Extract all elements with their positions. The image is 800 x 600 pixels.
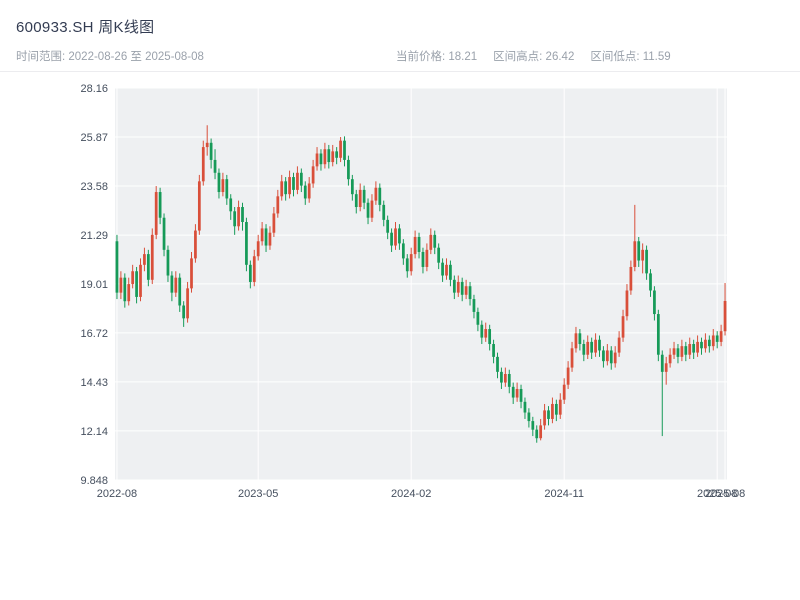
x-tick-label: 2023-05 <box>238 488 278 500</box>
x-tick-label: 2022-08 <box>97 488 137 500</box>
y-tick-label: 23.58 <box>80 181 108 193</box>
candles-group <box>115 125 727 443</box>
y-tick-label: 14.43 <box>80 377 108 389</box>
page-title: 600933.SH 周K线图 <box>16 19 155 36</box>
x-tick-label: 2025-08 <box>705 488 745 500</box>
header-divider <box>0 71 800 72</box>
x-tick-label: 2025-08 <box>697 488 737 500</box>
y-tick-label: 16.72 <box>80 328 108 340</box>
time-range-label: 时间范围: 2022-08-26 至 2025-08-08 <box>16 51 204 63</box>
y-tick-label: 21.29 <box>80 230 108 242</box>
y-tick-label: 12.14 <box>80 426 108 438</box>
x-tick-label: 2024-11 <box>544 488 584 500</box>
y-tick-label: 9.848 <box>80 475 108 487</box>
stat-range-high: 区间高点: 26.42 <box>493 51 575 63</box>
y-tick-label: 19.01 <box>80 279 108 291</box>
x-tick-label: 2024-02 <box>391 488 431 500</box>
sub-header-row: 时间范围: 2022-08-26 至 2025-08-08 当前价格: 18.2… <box>0 48 800 66</box>
stat-range-low: 区间低点: 11.59 <box>590 51 671 63</box>
y-tick-label: 28.16 <box>80 83 108 95</box>
stats-group: 当前价格: 18.21 区间高点: 26.42 区间低点: 11.59 <box>396 48 671 64</box>
stat-current-price: 当前价格: 18.21 <box>396 51 478 63</box>
y-tick-label: 25.87 <box>80 132 108 144</box>
axis-tick-labels: 28.16 25.87 23.58 21.29 19.01 16.72 14.43 12.14… <box>80 83 745 500</box>
